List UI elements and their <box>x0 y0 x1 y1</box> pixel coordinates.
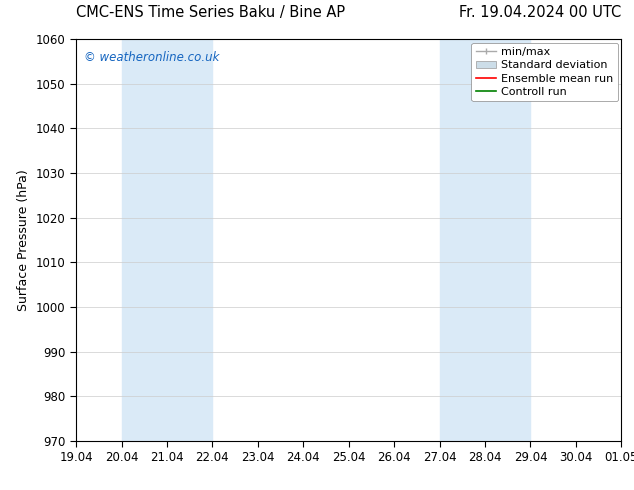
Bar <box>439 39 531 441</box>
Y-axis label: Surface Pressure (hPa): Surface Pressure (hPa) <box>17 169 30 311</box>
Text: Fr. 19.04.2024 00 UTC: Fr. 19.04.2024 00 UTC <box>459 4 621 20</box>
Text: © weatheronline.co.uk: © weatheronline.co.uk <box>84 51 219 64</box>
Bar <box>122 39 212 441</box>
Legend: min/max, Standard deviation, Ensemble mean run, Controll run: min/max, Standard deviation, Ensemble me… <box>471 43 618 101</box>
Text: CMC-ENS Time Series Baku / Bine AP: CMC-ENS Time Series Baku / Bine AP <box>76 4 345 20</box>
